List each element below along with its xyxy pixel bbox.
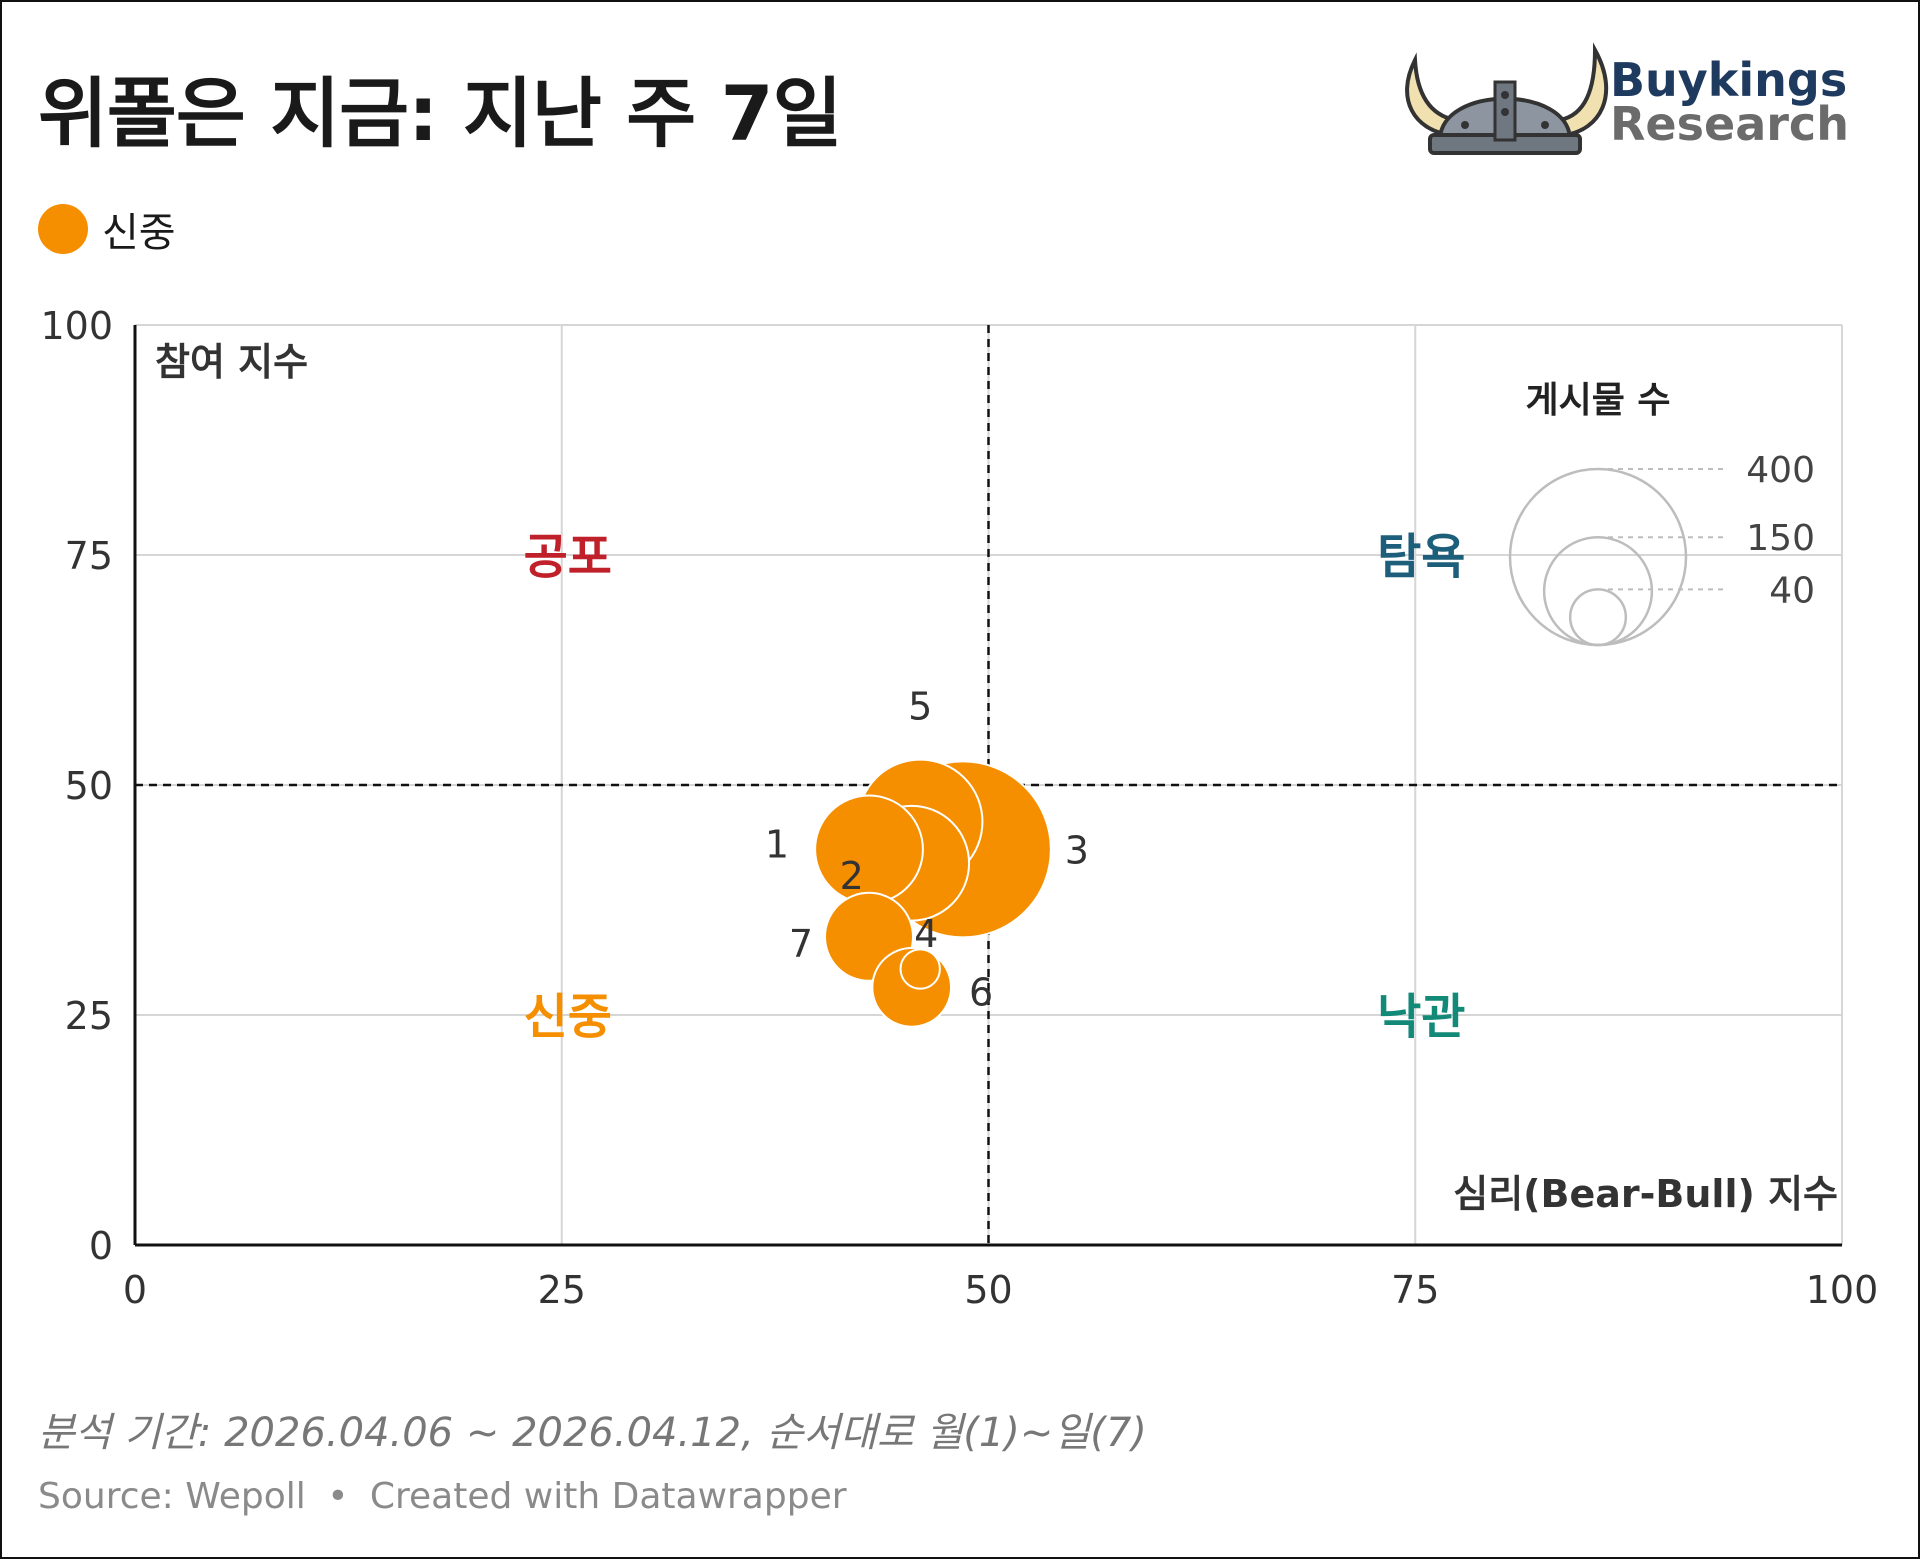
- bubble-day-4: [899, 948, 941, 990]
- bubble-label-5: 5: [908, 685, 932, 729]
- source-label: Source: Wepoll: [38, 1476, 306, 1517]
- source-line: Source: Wepoll • Created with Datawrappe…: [38, 1476, 847, 1517]
- x-tick-label: 25: [538, 1268, 586, 1312]
- bubble-label-7: 7: [789, 922, 813, 966]
- chart-title: 위폴은 지금: 지난 주 7일: [38, 69, 842, 158]
- size-legend-circle: [1542, 535, 1654, 647]
- size-legend-value: 40: [1769, 570, 1815, 611]
- credit-label: Created with Datawrapper: [369, 1476, 847, 1517]
- bubble-label-1: 1: [765, 822, 789, 866]
- x-tick-label: 100: [1806, 1268, 1879, 1312]
- source-separator: •: [327, 1476, 349, 1517]
- brand-logo-text: Buykings Research: [1610, 53, 1849, 151]
- x-tick-label: 75: [1391, 1268, 1439, 1312]
- size-legend-circle: [1568, 588, 1628, 647]
- x-axis-title: 심리(Bear-Bull) 지수: [1453, 1172, 1838, 1216]
- y-tick-label: 75: [65, 534, 113, 578]
- analysis-period-note: 분석 기간: 2026.04.06 ~ 2026.04.12, 순서대로 월(1…: [38, 1410, 1147, 1456]
- viking-helmet-logo-icon: [1405, 42, 1609, 155]
- legend-swatch: [38, 204, 88, 254]
- y-axis-title: 참여 지수: [155, 340, 308, 384]
- size-legend-circle: [1508, 467, 1688, 647]
- legend-label: 신중: [102, 210, 176, 256]
- quadrant-label: 낙관: [1377, 989, 1465, 1045]
- y-tick-label: 25: [65, 994, 113, 1038]
- quadrant-label: 신중: [524, 989, 612, 1045]
- size-legend-value: 400: [1746, 450, 1815, 491]
- size-legend-title: 게시물 수: [1525, 380, 1670, 421]
- x-tick-label: 50: [964, 1268, 1012, 1312]
- bubble-label-2: 2: [840, 854, 864, 898]
- bubble-label-3: 3: [1065, 828, 1089, 872]
- color-legend: 신중: [38, 200, 176, 258]
- quadrant-label: 탐욕: [1377, 529, 1465, 585]
- y-tick-label: 100: [40, 304, 113, 348]
- y-tick-label: 0: [89, 1224, 113, 1268]
- bubble-day-1: [814, 794, 924, 905]
- brand-line-2: Research: [1610, 97, 1849, 151]
- brand-line-1: Buykings: [1610, 53, 1848, 107]
- y-tick-label: 50: [65, 764, 113, 808]
- bubble-label-6: 6: [969, 970, 993, 1014]
- size-legend-value: 150: [1746, 518, 1815, 559]
- x-tick-label: 0: [123, 1268, 147, 1312]
- quadrant-label: 공포: [524, 529, 612, 585]
- bubble-label-4: 4: [914, 912, 938, 956]
